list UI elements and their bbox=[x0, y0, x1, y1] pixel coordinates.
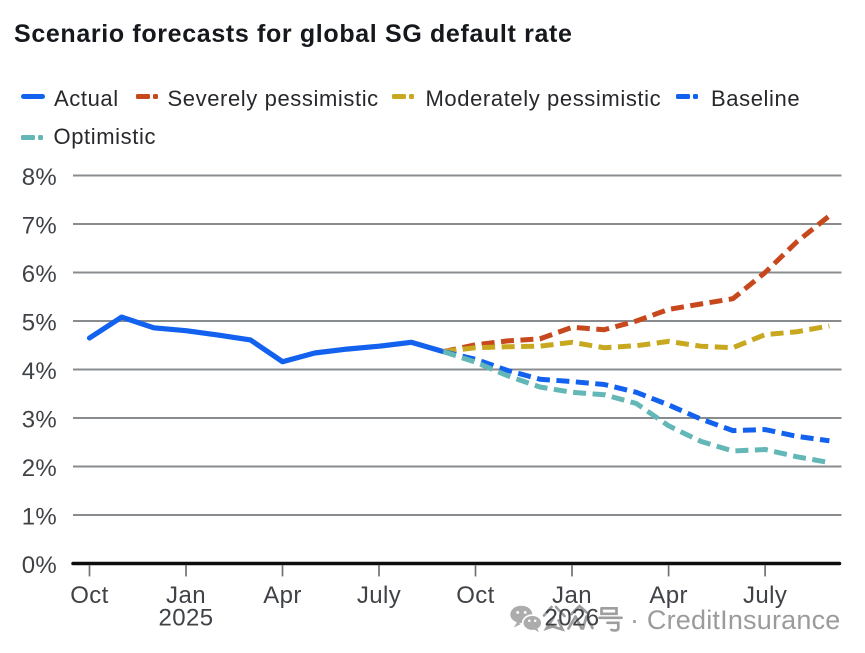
svg-text:July: July bbox=[357, 582, 401, 609]
svg-text:Oct: Oct bbox=[70, 582, 109, 609]
svg-text:1%: 1% bbox=[22, 503, 57, 530]
svg-text:July: July bbox=[743, 582, 787, 609]
svg-text:6%: 6% bbox=[22, 261, 57, 288]
svg-text:Oct: Oct bbox=[456, 582, 495, 609]
svg-text:Jan: Jan bbox=[552, 582, 592, 609]
svg-text:0%: 0% bbox=[22, 552, 57, 579]
svg-text:Apr: Apr bbox=[649, 582, 688, 609]
svg-text:Jan: Jan bbox=[166, 582, 206, 609]
svg-text:5%: 5% bbox=[22, 309, 57, 336]
svg-text:8%: 8% bbox=[22, 164, 57, 191]
svg-text:· CreditInsurance: · CreditInsurance bbox=[630, 605, 841, 635]
svg-text:4%: 4% bbox=[22, 358, 57, 385]
svg-text:7%: 7% bbox=[22, 212, 57, 239]
svg-text:2026: 2026 bbox=[545, 605, 600, 632]
svg-text:2%: 2% bbox=[22, 455, 57, 482]
svg-text:2025: 2025 bbox=[159, 605, 214, 632]
svg-text:Apr: Apr bbox=[263, 582, 302, 609]
svg-text:3%: 3% bbox=[22, 406, 57, 433]
